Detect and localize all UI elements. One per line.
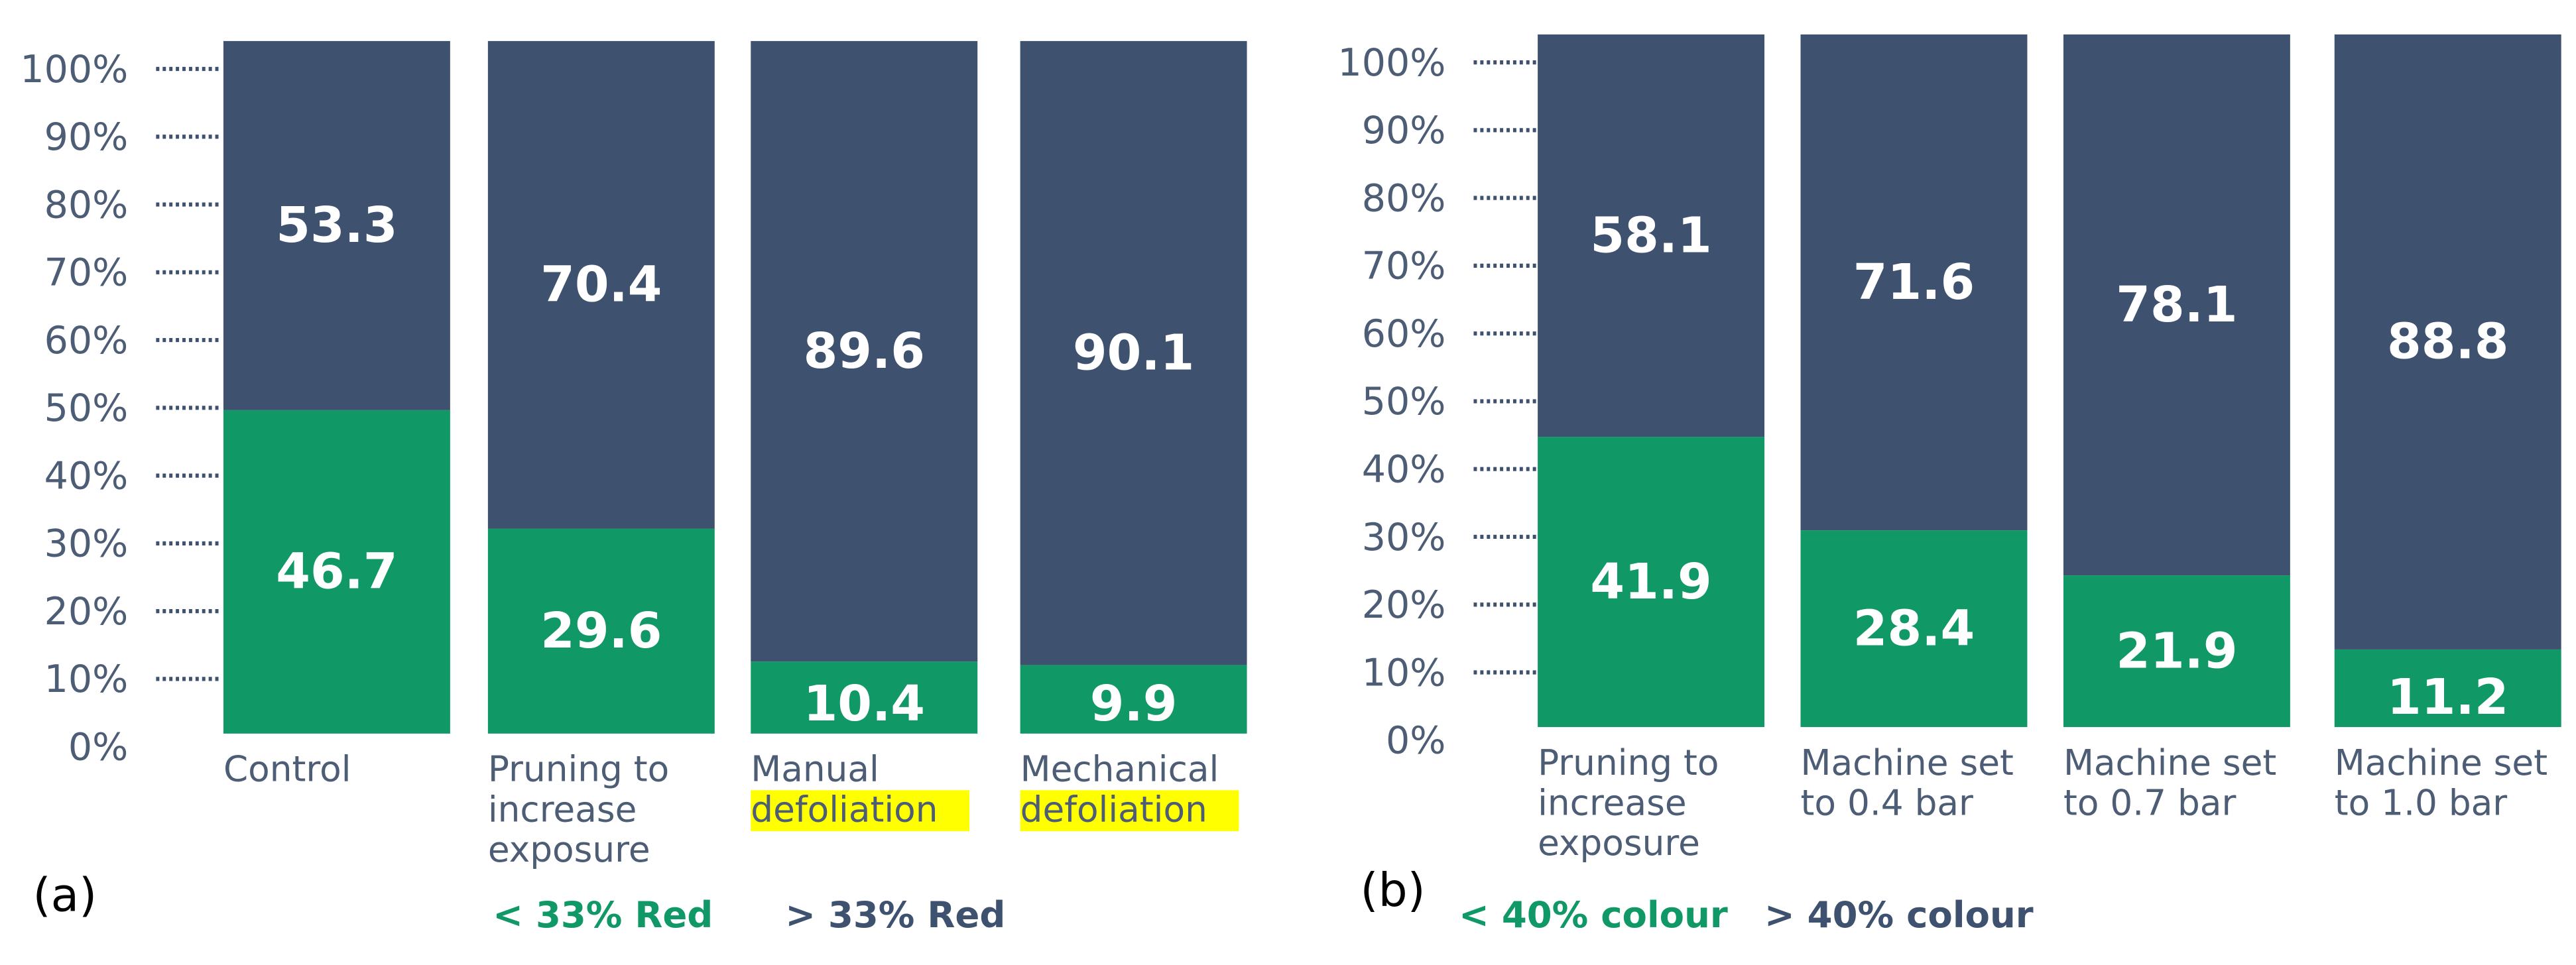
data-label: 29.6 <box>540 602 662 659</box>
y-tick-label: 60% <box>1362 312 1446 356</box>
label-highlight <box>1020 790 1239 832</box>
panel-label: (a) <box>33 869 97 922</box>
y-tick-label: 30% <box>1362 516 1446 559</box>
y-tick-label: 40% <box>44 454 129 498</box>
data-label: 78.1 <box>2116 276 2237 333</box>
bar-segment <box>751 40 978 662</box>
x-category-label: Mechanical <box>1020 749 1219 790</box>
x-category-label: exposure <box>488 829 650 870</box>
x-category-label: defoliation <box>1020 789 1207 830</box>
bar-segment <box>1800 530 2028 727</box>
x-category-label: Pruning to <box>488 749 669 790</box>
data-label: 70.4 <box>540 256 662 313</box>
data-label: 21.9 <box>2116 622 2237 679</box>
x-category-label: exposure <box>1538 823 1700 864</box>
x-category-label: Pruning to <box>1538 742 1719 783</box>
bar-segment <box>223 40 450 410</box>
legend-entry: > 33% Red <box>785 893 1005 936</box>
x-category-label: to 1.0 bar <box>2335 782 2508 823</box>
bar-segment <box>1800 34 2028 531</box>
x-category-label: Manual <box>751 749 879 790</box>
x-category-label: increase <box>1538 782 1687 823</box>
data-label: 89.6 <box>804 322 925 380</box>
bar-segment <box>223 410 450 734</box>
bar-segment <box>2334 649 2561 727</box>
x-category-label: Control <box>223 749 351 790</box>
legend-entry: < 40% colour <box>1459 893 1728 936</box>
x-category-label: Machine set <box>1801 742 2014 783</box>
x-category-label: Machine set <box>2063 742 2276 783</box>
bar-segment <box>1538 34 1765 437</box>
x-category-label: increase <box>488 789 637 830</box>
data-label: 58.1 <box>1590 206 1711 264</box>
bar-segment <box>2334 34 2561 650</box>
data-label: 10.4 <box>804 675 925 732</box>
bar-segment <box>2063 34 2290 576</box>
data-label: 46.7 <box>276 543 397 600</box>
label-highlight <box>751 790 970 832</box>
legend-entry: > 40% colour <box>1764 893 2034 936</box>
y-tick-label: 20% <box>44 590 129 634</box>
y-tick-label: 100% <box>1337 41 1445 85</box>
data-label: 41.9 <box>1590 553 1711 610</box>
legend-entry: < 33% Red <box>493 893 713 936</box>
y-tick-label: 30% <box>44 522 129 566</box>
bar-segment <box>487 528 715 734</box>
bar-segment <box>1020 665 1247 734</box>
bar-segment <box>1538 437 1765 727</box>
x-category-label: Machine set <box>2335 742 2547 783</box>
bar-segment <box>487 40 715 529</box>
y-tick-label: 90% <box>44 115 129 159</box>
chart-panel-b: 0% 10% 20% 30% 40% 50% 60% 70% 80% 90% 100% 41.9 58.… <box>1337 34 2561 936</box>
data-label: 28.4 <box>1853 599 1975 657</box>
x-category-label: defoliation <box>751 789 938 830</box>
panel-label: (b) <box>1361 864 1426 917</box>
bar-segment <box>751 661 978 734</box>
y-tick-label: 80% <box>1362 176 1446 220</box>
y-tick-label: 20% <box>1362 583 1446 627</box>
data-label: 71.6 <box>1853 253 1975 311</box>
y-tick-label: 10% <box>44 657 129 701</box>
y-tick-label: 50% <box>1362 380 1446 424</box>
bar-segment <box>2063 575 2290 727</box>
data-label: 11.2 <box>2387 668 2508 726</box>
y-tick-label: 90% <box>1362 109 1446 152</box>
y-tick-label: 60% <box>44 319 129 363</box>
y-tick-label: 70% <box>44 251 129 295</box>
data-label: 90.1 <box>1073 323 1194 381</box>
y-tick-label: 100% <box>20 48 128 91</box>
y-tick-label: 70% <box>1362 245 1446 288</box>
data-label: 88.8 <box>2387 313 2508 370</box>
y-tick-label: 0% <box>68 725 128 769</box>
y-tick-label: 40% <box>1362 448 1446 492</box>
y-tick-label: 0% <box>1386 719 1445 763</box>
x-category-label: to 0.4 bar <box>1801 782 1974 823</box>
x-category-label: to 0.7 bar <box>2063 782 2237 823</box>
data-label: 53.3 <box>276 196 397 254</box>
y-tick-label: 80% <box>44 183 129 227</box>
bar-segment <box>1020 40 1247 665</box>
chart-panel-a: 0% 10% 20% 30% 40% 50% 60% 70% 80% 90% 100% 46.7 53.… <box>20 40 1247 936</box>
y-tick-label: 10% <box>1362 651 1446 695</box>
y-tick-label: 50% <box>44 386 129 430</box>
data-label: 9.9 <box>1090 675 1178 732</box>
